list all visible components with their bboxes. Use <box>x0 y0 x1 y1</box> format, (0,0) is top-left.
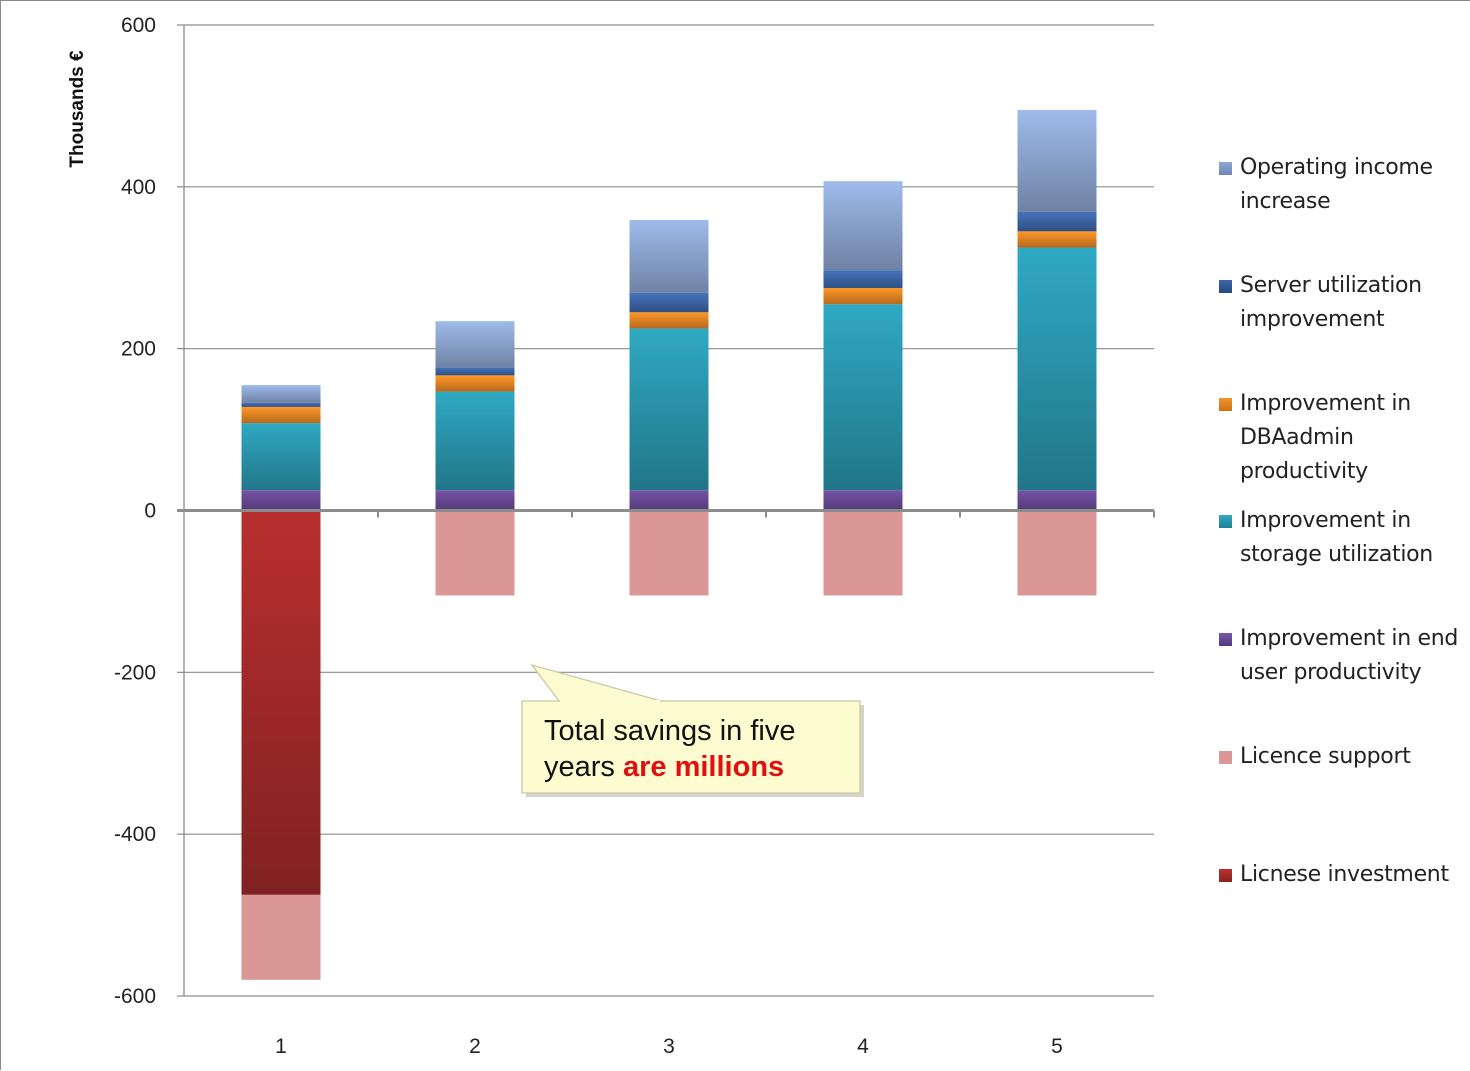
callout-pointer <box>530 663 662 702</box>
bar-operating-income-increase-4 <box>823 181 903 271</box>
bar-server-utilization-improvement-5 <box>1017 211 1097 232</box>
legend-label: Server utilization <box>1240 273 1422 298</box>
bar-licnese-investment-1 <box>241 510 321 895</box>
legend-swatch <box>1219 162 1232 175</box>
callout-box <box>521 700 861 794</box>
bar-operating-income-increase-5 <box>1017 109 1097 212</box>
legend-label: Improvement in <box>1240 391 1411 416</box>
legend-swatch <box>1219 633 1232 646</box>
legend-item-licence-support: Licence support <box>1219 740 1411 774</box>
bar-improvement-in-end-user-productivity-2 <box>435 490 515 511</box>
legend-label: Improvement in end <box>1240 626 1459 651</box>
callout-highlight: are millions <box>622 751 785 783</box>
legend-label-cont: improvement <box>1240 307 1385 332</box>
y-tick-label: -200 <box>114 661 156 684</box>
x-tick-label: 2 <box>469 1035 481 1058</box>
bar-improvement-in-end-user-productivity-4 <box>823 490 903 511</box>
legend-swatch <box>1219 398 1232 411</box>
bars <box>241 109 1097 980</box>
y-tick-label: 600 <box>121 14 156 37</box>
legend-label-cont: storage utilization <box>1240 542 1433 567</box>
y-tick-label: 400 <box>121 176 156 199</box>
legend-label: Licnese investment <box>1240 862 1449 887</box>
legend-label: Improvement in <box>1240 508 1411 533</box>
bar-server-utilization-improvement-4 <box>823 270 903 288</box>
bar-operating-income-increase-3 <box>629 220 709 293</box>
bar-operating-income-increase-1 <box>241 385 321 403</box>
axes: 600 400 200 0 -200 -400 -600 1 2 3 4 5 <box>114 14 1155 1058</box>
bar-improvement-in-end-user-productivity-3 <box>629 490 709 511</box>
x-tick-label: 5 <box>1051 1035 1063 1058</box>
callout <box>521 663 864 797</box>
y-axis-label: Thousands € <box>67 50 88 168</box>
bar-improvement-in-storage-utilization-2 <box>435 391 515 491</box>
x-tick-label: 4 <box>857 1035 869 1058</box>
bar-improvement-in-storage-utilization-4 <box>823 304 903 491</box>
y-tick-label: -400 <box>114 823 156 846</box>
callout-line-1: Total savings in five <box>544 715 796 747</box>
legend-item-improvement-dbaadmin-productivity: Improvement in DBAadmin productivity <box>1219 387 1411 489</box>
bar-licence-support-5 <box>1017 510 1097 596</box>
legend-item-licnese-investment: Licnese investment <box>1219 858 1449 892</box>
callout-text: Total savings in five years are millions <box>522 701 860 793</box>
legend-label-cont: increase <box>1240 189 1331 214</box>
legend-swatch <box>1219 280 1232 293</box>
bar-improvement-in-end-user-productivity-1 <box>241 490 321 511</box>
legend-item-improvement-storage-utilization: Improvement in storage utilization <box>1219 504 1433 572</box>
bar-operating-income-increase-2 <box>435 321 515 368</box>
bar-improvement-in-end-user-productivity-5 <box>1017 490 1097 511</box>
legend-label-cont: productivity <box>1240 459 1368 484</box>
legend-label-cont: DBAadmin <box>1240 425 1354 450</box>
bar-improvement-in-storage-utilization-1 <box>241 423 321 491</box>
bar-server-utilization-improvement-2 <box>435 367 515 376</box>
legend-swatch <box>1219 515 1232 528</box>
bar-improvement-in-dbaadmin-productivity-1 <box>241 406 321 424</box>
bar-improvement-in-dbaadmin-productivity-2 <box>435 375 515 392</box>
y-tick-label: 200 <box>121 338 156 361</box>
y-tick-label: 0 <box>144 500 156 523</box>
bar-licence-support-3 <box>629 510 709 596</box>
legend-item-operating-income-increase: Operating income increase <box>1219 151 1433 219</box>
legend-label-cont: user productivity <box>1240 660 1422 685</box>
legend-item-server-utilization-improvement: Server utilization improvement <box>1219 269 1422 337</box>
legend-label: Operating income <box>1240 155 1433 180</box>
bar-licence-support-4 <box>823 510 903 596</box>
bar-server-utilization-improvement-3 <box>629 292 709 313</box>
legend-label: Licence support <box>1240 744 1411 769</box>
bar-improvement-in-dbaadmin-productivity-3 <box>629 312 709 329</box>
bar-licence-support-2 <box>435 510 515 596</box>
y-tick-label: -600 <box>114 985 156 1008</box>
x-tick-label: 3 <box>663 1035 675 1058</box>
bar-improvement-in-storage-utilization-3 <box>629 328 709 491</box>
bar-improvement-in-dbaadmin-productivity-4 <box>823 287 903 305</box>
callout-line-2: years are millions <box>544 749 860 785</box>
x-tick-label: 1 <box>275 1035 287 1058</box>
callout-line-2-plain: years <box>544 751 623 783</box>
legend-swatch <box>1219 751 1232 764</box>
bar-licence-support-1 <box>241 894 321 980</box>
bar-improvement-in-dbaadmin-productivity-5 <box>1017 231 1097 248</box>
legend-swatch <box>1219 869 1232 882</box>
bar-improvement-in-storage-utilization-5 <box>1017 247 1097 491</box>
legend-item-improvement-end-user-productivity: Improvement in end user productivity <box>1219 622 1458 690</box>
bar-server-utilization-improvement-1 <box>241 402 321 407</box>
